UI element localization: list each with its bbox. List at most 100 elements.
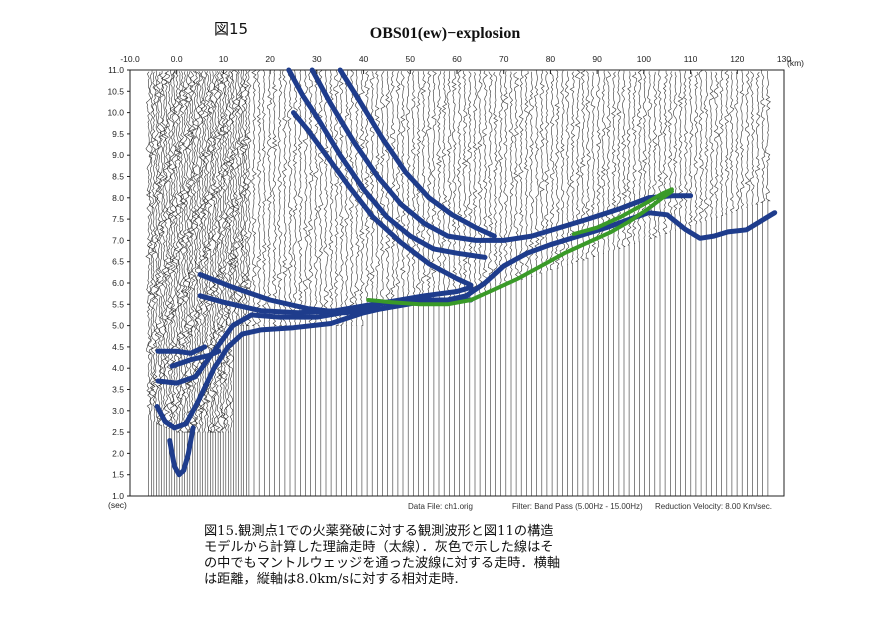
- footer-reduction-velocity: Reduction Velocity: 8.00 Km/sec.: [655, 502, 772, 511]
- seismic-trace: [765, 70, 771, 496]
- seismic-trace: [508, 71, 514, 496]
- seismic-trace: [719, 70, 724, 496]
- seismic-trace: [657, 70, 663, 496]
- seismic-trace: [415, 71, 422, 496]
- seismic-trace: [513, 71, 520, 496]
- seismic-trace: [178, 71, 186, 496]
- seismic-trace: [196, 71, 204, 496]
- seismic-trace: [281, 70, 288, 496]
- seismic-trace: [569, 71, 576, 496]
- seismic-trace: [317, 70, 324, 496]
- seismic-trace: [292, 70, 298, 496]
- seismic-trace: [235, 70, 242, 496]
- seismic-trace: [420, 71, 427, 496]
- seismic-trace: [451, 71, 457, 496]
- seismic-trace: [307, 70, 314, 496]
- footer-data-file: Data File: ch1.orig: [408, 502, 473, 511]
- seismic-trace: [297, 70, 303, 496]
- y-tick-label-8: 5.0: [112, 321, 124, 331]
- seismic-trace: [222, 71, 230, 496]
- y-tick-label-9: 5.5: [112, 299, 124, 309]
- seismic-trace: [549, 71, 555, 496]
- seismic-trace: [411, 71, 417, 496]
- seismic-trace: [739, 70, 745, 496]
- seismic-trace: [672, 71, 679, 496]
- seismic-trace: [585, 71, 591, 496]
- caption-line-2: モデルから計算した理論走時（太線）．灰色で示した線はそ: [204, 540, 554, 555]
- y-tick-label-3: 2.5: [112, 427, 124, 437]
- seismic-trace: [544, 70, 550, 496]
- travel-time-curve-0: [167, 425, 196, 478]
- seismic-trace: [749, 71, 756, 496]
- seismic-trace: [160, 72, 168, 496]
- y-tick-label-0: 1.0: [112, 491, 124, 501]
- seismic-trace: [184, 71, 191, 496]
- y-tick-label-1: 1.5: [112, 470, 124, 480]
- seismic-trace: [456, 70, 463, 496]
- travel-time-curve-12: [571, 187, 674, 236]
- seismic-trace: [744, 70, 751, 496]
- caption-line-4: は距離，縦軸は8.0km/sに対する相対走時.: [204, 572, 459, 587]
- seismic-trace: [276, 70, 283, 496]
- y-tick-label-19: 10.5: [107, 86, 124, 96]
- seismic-trace: [729, 71, 735, 496]
- seismic-trace: [158, 71, 166, 496]
- seismic-trace: [621, 70, 628, 496]
- seismic-trace: [201, 71, 209, 496]
- seismic-trace: [150, 71, 157, 496]
- seismic-trace: [322, 70, 330, 496]
- seismic-trace: [724, 70, 730, 496]
- chart-title: OBS01(ew)−explosion: [369, 25, 521, 42]
- y-tick-label-15: 8.5: [112, 172, 124, 182]
- seismic-trace: [395, 71, 401, 496]
- y-tick-label-5: 3.5: [112, 385, 124, 395]
- seismic-trace: [703, 70, 710, 496]
- x-tick-label-7: 60: [452, 54, 462, 64]
- seismic-trace: [734, 72, 740, 496]
- seismic-trace: [168, 71, 176, 496]
- seismic-trace: [238, 70, 245, 496]
- seismic-trace: [374, 71, 381, 496]
- x-tick-label-5: 40: [359, 54, 369, 64]
- seismic-trace: [242, 70, 250, 496]
- seismic-trace: [574, 69, 581, 496]
- figure-label: 図15: [214, 20, 249, 38]
- seismic-trace: [426, 71, 432, 496]
- seismic-trace: [405, 70, 411, 496]
- caption-line-3: の中でもマントルウェッジを通った波線に対する走時．横軸: [204, 556, 561, 571]
- seismic-trace: [498, 70, 504, 496]
- seismic-trace: [232, 70, 240, 496]
- seismic-trace: [399, 71, 406, 496]
- y-tick-label-13: 7.5: [112, 214, 124, 224]
- y-unit-label: (sec): [108, 500, 127, 510]
- seismic-trace: [384, 71, 391, 496]
- y-tick-label-14: 8.0: [112, 193, 124, 203]
- seismic-trace: [145, 71, 153, 496]
- seismic-trace: [662, 70, 669, 496]
- seismic-trace: [579, 70, 586, 496]
- x-axis: -10.0 0.0 10 20 30 40 50 60 70 80 90 100 110 120 130: [120, 54, 791, 74]
- seismic-trace: [173, 71, 181, 496]
- seismic-trace: [379, 71, 386, 496]
- seismic-trace: [503, 71, 509, 496]
- seismic-trace: [667, 71, 673, 496]
- travel-time-curve-8: [291, 110, 474, 288]
- y-tick-label-12: 7.0: [112, 235, 124, 245]
- y-tick-label-10: 6.0: [112, 278, 124, 288]
- seismic-trace: [472, 71, 478, 496]
- travel-time-curve-10: [337, 67, 497, 239]
- seismic-trace: [390, 71, 396, 496]
- seismic-trace: [302, 70, 309, 496]
- seismic-trace: [641, 70, 648, 496]
- seismic-trace: [688, 71, 694, 496]
- seismic-trace: [477, 70, 483, 496]
- x-tick-label-4: 30: [312, 54, 322, 64]
- figure-caption: 図15.観測点1での火薬発破に対する観測波形と図11の構造 モデルから計算した理…: [204, 524, 684, 588]
- x-tick-label-12: 110: [684, 54, 698, 64]
- x-tick-label-14: 130: [777, 54, 791, 64]
- seismic-trace: [528, 71, 535, 496]
- x-tick-label-10: 90: [592, 54, 602, 64]
- x-tick-label-2: 10: [219, 54, 229, 64]
- seismic-trace: [611, 71, 617, 496]
